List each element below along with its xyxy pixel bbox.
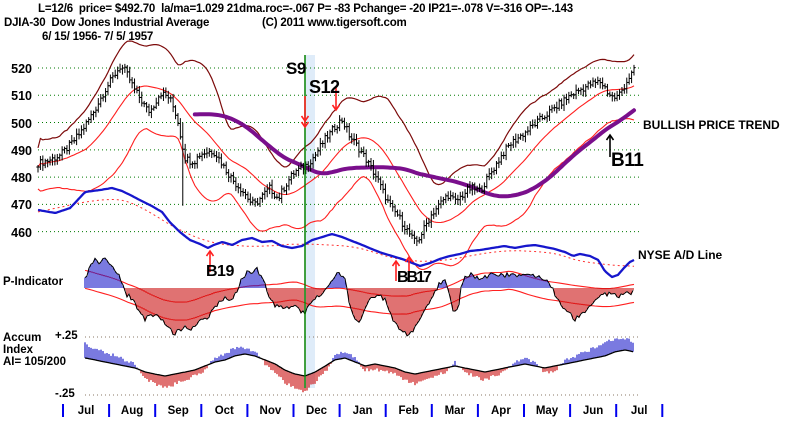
signal-arrow-head — [605, 133, 615, 141]
month-label-feb-7: Feb — [398, 405, 419, 417]
signal-label-s12: S12 — [309, 77, 340, 97]
month-label-sep-2: Sep — [167, 405, 189, 417]
y-axis-tick-520: 520 — [11, 62, 32, 76]
signal-arrow-head — [331, 104, 341, 112]
copyright-text: (C) 2011 www.tigersoft.com — [262, 17, 407, 29]
signal-arrow-head — [391, 259, 401, 267]
ad-ma-dotted-line — [37, 198, 635, 267]
symbol-title: DJIA-30 Dow Jones Industrial Average — [4, 17, 210, 29]
upper-band-line — [37, 40, 635, 186]
event-highlight-band — [306, 55, 316, 388]
y-axis-tick-500: 500 — [11, 116, 32, 131]
accum-label-3: AI= 105/200 — [3, 356, 66, 368]
y-axis-tick-490: 490 — [11, 143, 32, 158]
p-indicator-label: P-Indicator — [3, 276, 64, 288]
signal-arrow-head — [300, 115, 310, 123]
month-label-jan-6: Jan — [352, 405, 373, 417]
y-axis-tick-510: 510 — [11, 89, 32, 104]
date-range: 6/ 15/ 1956- 7/ 5/ 1957 — [42, 31, 154, 43]
accum-index-line — [84, 349, 634, 377]
month-label-dec-5: Dec — [305, 405, 328, 417]
accum-label-1: Accum — [3, 332, 42, 344]
month-label-jul-12: Jul — [630, 405, 648, 417]
y-axis-tick-470: 470 — [11, 198, 32, 213]
header-stats-line: L=12/6 price= $492.70 la/ma=1.029 21dma.… — [38, 3, 573, 15]
plus-25-label: +.25 — [55, 330, 78, 342]
month-label-oct-3: Oct — [214, 405, 234, 417]
signal-arrow-head — [300, 121, 310, 129]
p-indicator-line — [84, 257, 634, 337]
accum-label-2: Index — [3, 344, 34, 356]
signal-arrow-head — [205, 249, 215, 257]
signal-label-s9: S9 — [286, 59, 306, 78]
y-axis-tick-480: 480 — [11, 171, 32, 186]
signal-label-b11: B11 — [611, 150, 644, 171]
month-label-mar-8: Mar — [444, 405, 466, 417]
signal-label-b19: B19 — [206, 263, 234, 280]
bullish-price-trend-line — [192, 108, 636, 199]
lower-band-line — [37, 118, 635, 270]
y-axis-tick-460: 460 — [11, 225, 32, 240]
signal-arrow-head — [404, 255, 414, 263]
month-label-jul-0: Jul — [77, 405, 95, 417]
month-label-jun-11: Jun — [582, 405, 604, 417]
bullish-price-trend-label: BULLISH PRICE TREND — [643, 118, 780, 132]
month-label-nov-4: Nov — [259, 405, 282, 417]
nyse-ad-line — [37, 186, 635, 279]
month-label-may-10: May — [535, 405, 559, 417]
nyse-ad-line-label: NYSE A/D Line — [638, 248, 723, 262]
month-label-apr-9: Apr — [490, 405, 511, 417]
minus-25-label: -.25 — [55, 388, 75, 400]
month-label-aug-1: Aug — [120, 405, 144, 417]
signal-label-bb17: BB17 — [397, 269, 432, 286]
